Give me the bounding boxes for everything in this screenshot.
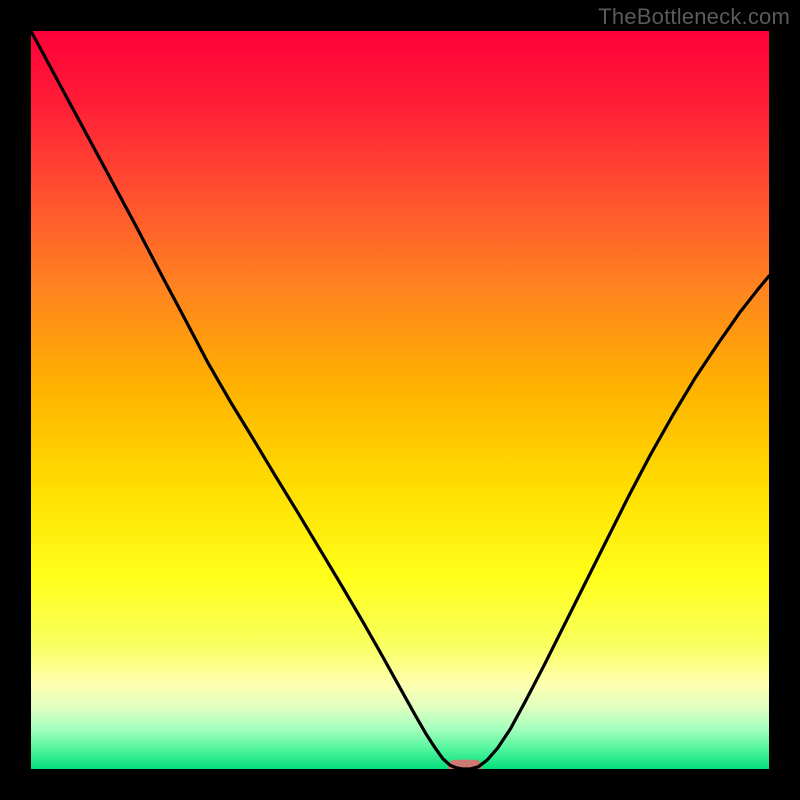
chart-container: TheBottleneck.com [0, 0, 800, 800]
watermark-text: TheBottleneck.com [598, 4, 790, 30]
gradient-background [31, 31, 769, 769]
plot-area [31, 31, 769, 769]
